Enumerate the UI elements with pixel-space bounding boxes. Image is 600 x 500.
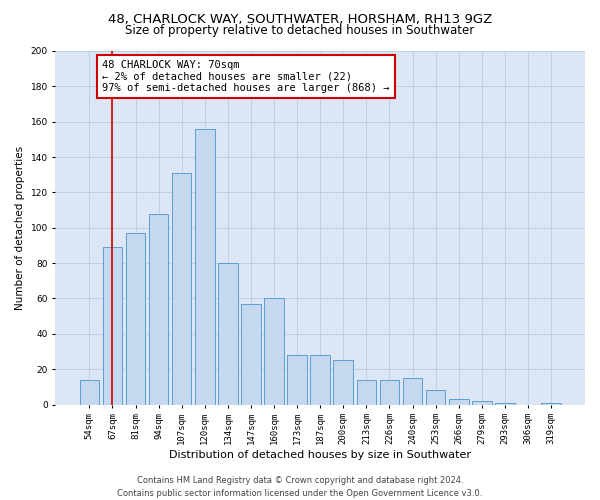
Bar: [356, 380, 376, 404]
Bar: [149, 214, 169, 404]
Bar: [80, 380, 99, 404]
Bar: [195, 129, 215, 404]
Y-axis label: Number of detached properties: Number of detached properties: [15, 146, 25, 310]
Text: Size of property relative to detached houses in Southwater: Size of property relative to detached ho…: [125, 24, 475, 37]
Bar: [334, 360, 353, 405]
Bar: [218, 263, 238, 404]
Bar: [472, 401, 491, 404]
Bar: [403, 378, 422, 404]
Text: 48, CHARLOCK WAY, SOUTHWATER, HORSHAM, RH13 9GZ: 48, CHARLOCK WAY, SOUTHWATER, HORSHAM, R…: [108, 12, 492, 26]
X-axis label: Distribution of detached houses by size in Southwater: Distribution of detached houses by size …: [169, 450, 471, 460]
Text: Contains HM Land Registry data © Crown copyright and database right 2024.
Contai: Contains HM Land Registry data © Crown c…: [118, 476, 482, 498]
Bar: [125, 233, 145, 404]
Bar: [380, 380, 400, 404]
Bar: [172, 173, 191, 404]
Bar: [287, 355, 307, 405]
Bar: [495, 403, 515, 404]
Bar: [541, 403, 561, 404]
Bar: [264, 298, 284, 405]
Bar: [310, 355, 330, 405]
Bar: [449, 400, 469, 404]
Bar: [426, 390, 445, 404]
Bar: [241, 304, 261, 404]
Bar: [103, 247, 122, 404]
Text: 48 CHARLOCK WAY: 70sqm
← 2% of detached houses are smaller (22)
97% of semi-deta: 48 CHARLOCK WAY: 70sqm ← 2% of detached …: [102, 60, 389, 93]
